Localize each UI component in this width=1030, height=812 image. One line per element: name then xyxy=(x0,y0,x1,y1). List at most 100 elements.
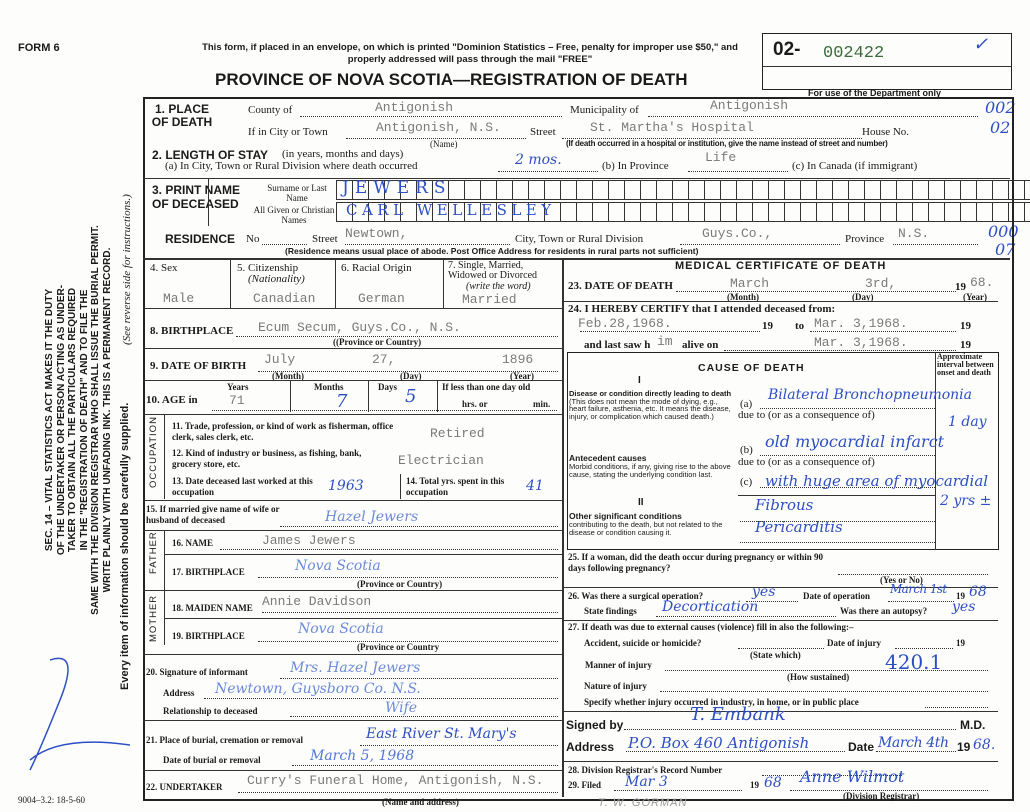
interval-label: Approximate interval between onset and d… xyxy=(937,352,994,377)
trade-label: 11. Trade, profession, or kind of work a… xyxy=(172,421,394,442)
death-month-value: March xyxy=(730,276,770,291)
industry-value: Electrician xyxy=(398,453,484,468)
residence-city-value: Guys.Co., xyxy=(702,226,773,241)
marital-status-label: 7. Single, Married, Widowed or Divorced xyxy=(448,260,538,281)
physician-address-label: Address xyxy=(566,740,615,754)
cause-c-interval: 2 yrs ± xyxy=(940,493,992,509)
sex-value: Male xyxy=(163,291,195,306)
dept-code: 07 xyxy=(995,240,1016,259)
marital-status-sub: (write the word) xyxy=(466,281,531,292)
undertaker-label: 22. UNDERTAKER xyxy=(146,782,223,792)
total-years-label: 14. Total yrs. spent in this occupation xyxy=(406,476,505,497)
signed-year-value: 68. xyxy=(973,737,996,753)
other-conditions-label-block: Other significant conditions contributing… xyxy=(569,512,734,536)
year-prefix: 19 xyxy=(957,740,971,754)
name-note: (Name) xyxy=(430,139,458,149)
cause-a-value: Bilateral Bronchopneumonia xyxy=(768,387,973,403)
disease-note: (This does not mean the mode of dying, e… xyxy=(569,396,731,421)
min-label: min. xyxy=(533,399,551,409)
mail-notice: This form, if placed in an envelope, on … xyxy=(202,42,738,65)
cause-c-value: with huge area of myocardial xyxy=(765,472,989,490)
dept-code: 002 xyxy=(985,98,1016,117)
death-day-value: 3rd, xyxy=(865,276,897,291)
given-names-cells[interactable] xyxy=(336,202,1030,222)
registration-prefix: 02- xyxy=(773,39,801,60)
place-of-death-label: 1. PLACE OF DEATH xyxy=(151,102,213,129)
citizenship-sub: (Nationality) xyxy=(248,273,305,285)
attended-from-value: Feb.28,1968. xyxy=(578,316,672,331)
autopsy-label: Was there an autopsy? xyxy=(840,606,928,616)
state-which-note: (State which) xyxy=(750,650,801,660)
mother-name-value: Annie Davidson xyxy=(262,594,372,609)
yes-no-note: (Yes or No) xyxy=(880,575,923,585)
stay-city-value: 2 mos. xyxy=(515,152,562,168)
length-of-stay-label: 2. LENGTH OF STAY xyxy=(152,148,269,162)
cause-a-interval: 1 day xyxy=(948,414,987,430)
city-value: Antigonish, N.S. xyxy=(376,120,501,135)
check-mark: ✓ xyxy=(973,34,989,55)
to-label: to xyxy=(795,320,805,332)
death-year-note: (Year) xyxy=(963,292,987,302)
spouse-value: Hazel Jewers xyxy=(325,509,419,525)
cause-of-death-box xyxy=(567,352,999,550)
municipality-value: Antigonish xyxy=(710,98,789,113)
see-reverse-note: (See reverse side for instructions.) xyxy=(121,194,133,345)
year-prefix: 19 xyxy=(960,320,971,332)
part-two-label: II xyxy=(638,497,644,508)
last-alive-value: Mar. 3,1968. xyxy=(814,335,908,350)
part-one-label: I xyxy=(638,375,641,386)
municipality-label: Municipality of xyxy=(570,104,639,116)
gorman-stamp: T. W. GORMAN xyxy=(598,797,688,809)
father-birthplace-value: Nova Scotia xyxy=(295,558,381,574)
surname-cells[interactable] xyxy=(336,180,1030,200)
informant-address-label: Address xyxy=(163,688,195,698)
racial-origin-value: German xyxy=(358,291,405,306)
cause-of-death-title: CAUSE OF DEATH xyxy=(698,362,805,374)
notice-line: TAKER TO OBTAIN ALL THE PARTICULARS REQU… xyxy=(67,287,78,553)
operation-date-label: Date of operation xyxy=(803,591,870,601)
cause-b-value: old myocardial infarct xyxy=(765,432,945,451)
form-code: 9004–3.2: 18-5-60 xyxy=(18,795,85,805)
physician-address-value: P.O. Box 460 Antigonish xyxy=(628,734,810,752)
filed-label: 29. Filed xyxy=(568,780,601,790)
residence-street-label: Street xyxy=(312,233,338,245)
given-names-value: CARL WELLESLEY xyxy=(346,201,556,219)
father-birthplace-label: 17. BIRTHPLACE xyxy=(172,567,245,577)
nature-label: Nature of injury xyxy=(584,681,647,691)
certify-label: 24. I HEREBY CERTIFY that I attended dec… xyxy=(568,303,836,315)
occupation-label: OCCUPATION xyxy=(148,416,159,488)
date-of-death-label: 23. DATE OF DEATH xyxy=(568,280,673,292)
cause-code: 420.1 xyxy=(885,650,943,674)
racial-origin-label: 6. Racial Origin xyxy=(341,262,412,274)
burial-date-value: March 5, 1968 xyxy=(310,748,415,764)
dept-only-note: For use of the Department only xyxy=(808,88,942,98)
specify-location-label: Specify whether injury occurred in indus… xyxy=(584,697,859,707)
total-years-value: 41 xyxy=(526,478,544,494)
external-causes-label: 27. If death was due to external causes … xyxy=(568,622,854,632)
relationship-value: Wife xyxy=(385,700,418,716)
burial-place-label: 21. Place of burial, cremation or remova… xyxy=(146,735,303,745)
residence-province-value: N.S. xyxy=(898,226,930,241)
year-prefix: 19 xyxy=(956,591,965,601)
city-label: If in City or Town xyxy=(248,126,328,138)
years-label: Years xyxy=(227,382,249,392)
birth-month-value: July xyxy=(264,352,296,367)
antecedent-label-block: Antecedent causes Morbid conditions, if a… xyxy=(569,454,734,478)
mother-birthplace-label: 19. BIRTHPLACE xyxy=(172,631,245,641)
father-birthplace-note: (Province or Country) xyxy=(357,579,443,589)
less-than-day-label: If less than one day old xyxy=(442,382,531,392)
disease-label: Disease or condition directly leading to… xyxy=(569,389,732,398)
notice-line: SAME WITH THE DIVISION REGISTRAR WHO SHA… xyxy=(90,225,101,615)
attended-to-value: Mar. 3,1968. xyxy=(814,316,908,331)
cause-c-label: (c) xyxy=(740,476,753,488)
last-worked-label: 13. Date deceased last worked at this oc… xyxy=(172,476,313,497)
surname-value: JEWERS xyxy=(342,178,452,198)
other-condition-2: Pericarditis xyxy=(755,518,843,536)
father-name-label: 16. NAME xyxy=(172,538,213,548)
birthplace-label: 8. BIRTHPLACE xyxy=(150,325,234,337)
residence-city-label: City, Town or Rural Division xyxy=(515,233,644,245)
signed-by-label: Signed by xyxy=(566,718,624,732)
day-note: (Day) xyxy=(400,371,422,381)
mother-label: MOTHER xyxy=(148,594,159,642)
